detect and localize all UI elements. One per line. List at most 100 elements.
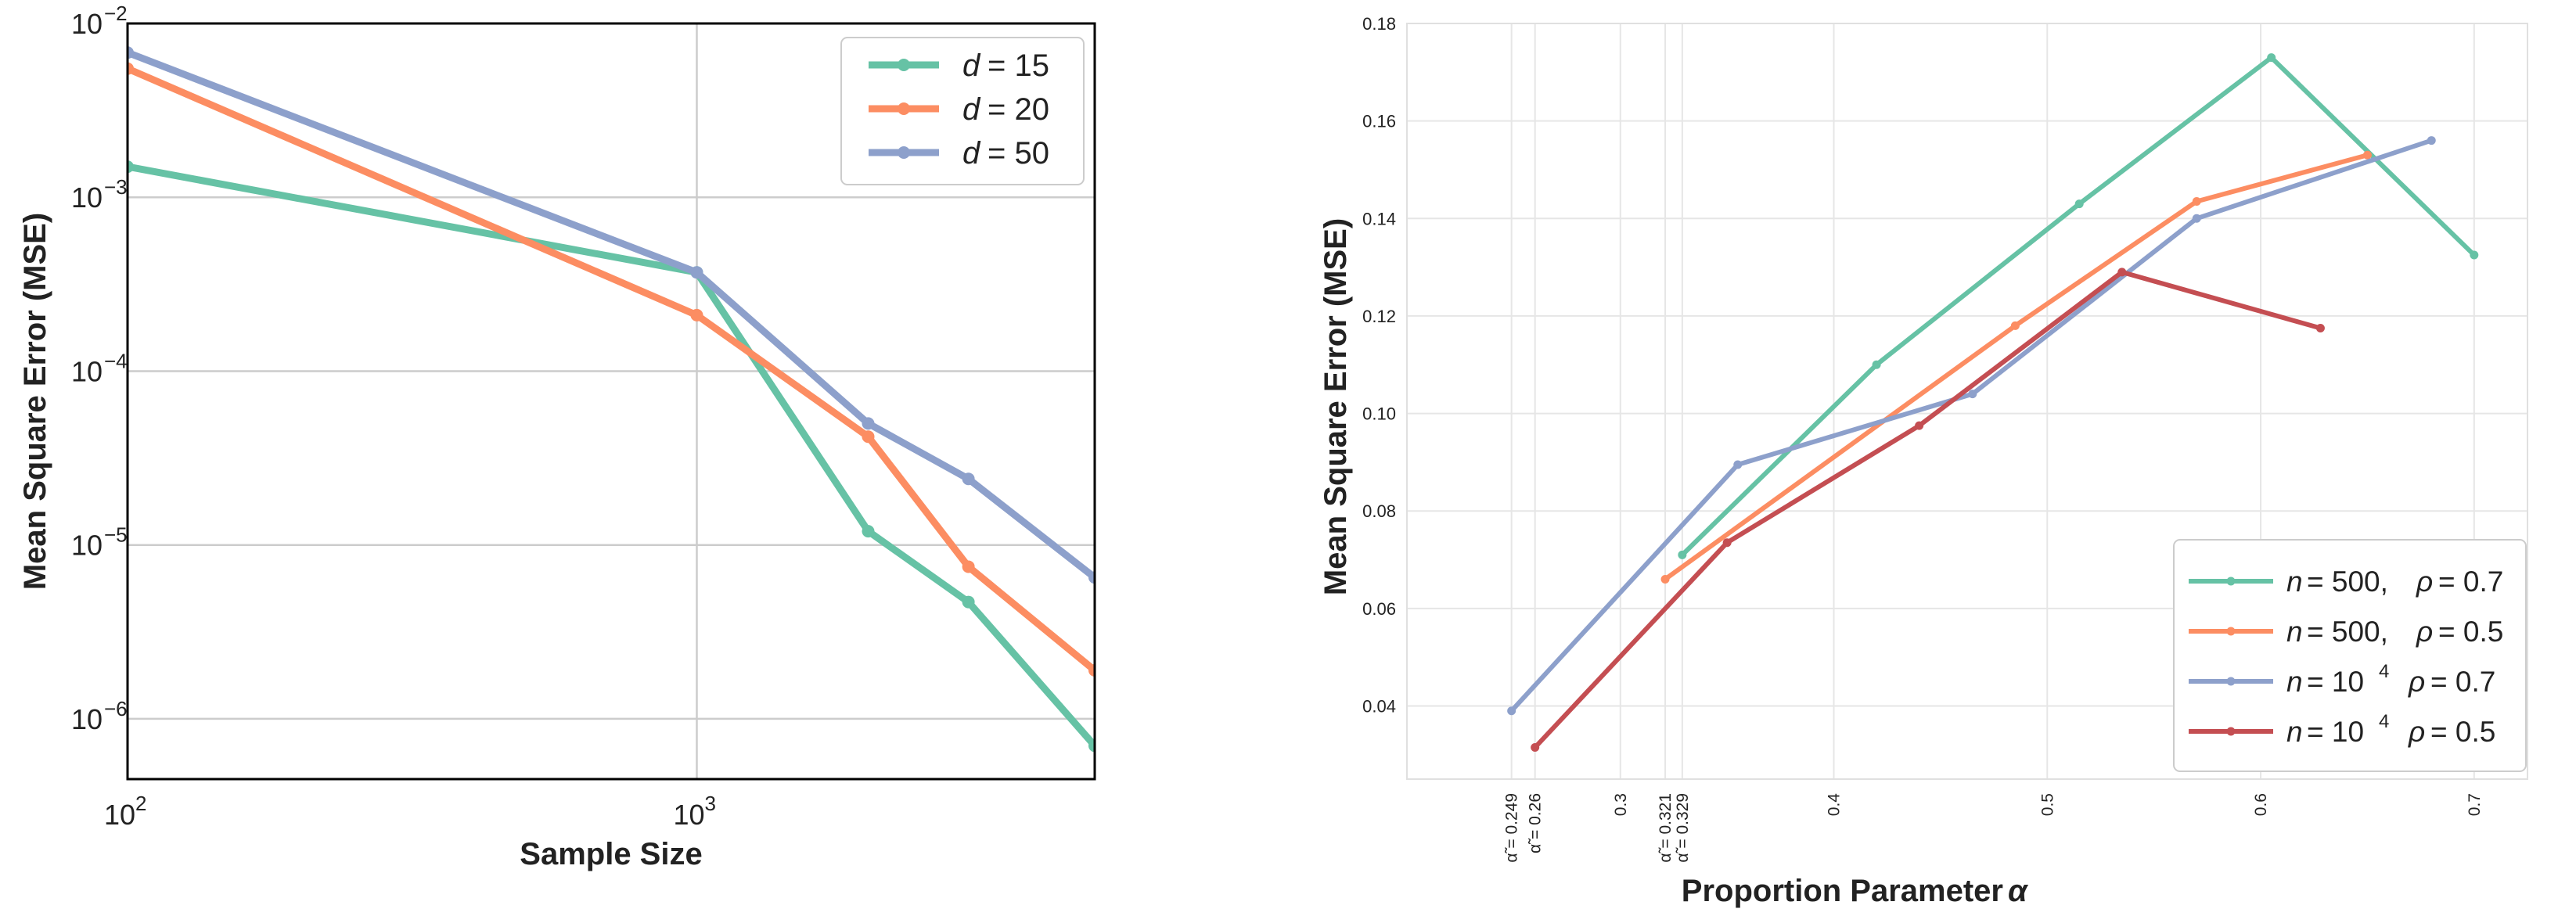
right-legend-box [2173, 539, 2527, 772]
left-y-tick-label: 10 [71, 355, 103, 387]
right-y-tick-label: 0.14 [1362, 209, 1396, 228]
left-data-point [962, 472, 975, 486]
right-legend: n = 500, ρ = 0.7n = 500, ρ = 0.5n = 10 4 ρ = 0.7n =… [2173, 539, 2527, 772]
right-data-point [1915, 421, 1924, 430]
right-y-tick-label: 0.04 [1362, 697, 1396, 717]
right-data-point [2362, 150, 2372, 160]
left-legend: d = 15d = 20d = 50 [840, 37, 1085, 185]
left-x-tick-exponent: 2 [135, 792, 146, 815]
left-y-tick-exponent: −2 [104, 2, 128, 25]
right-x-tick-label: 0.5 [2038, 793, 2056, 816]
right-data-point [1733, 460, 1743, 469]
right-x-axis-label: Proportion Parameter [1682, 874, 2003, 908]
left-data-point [862, 430, 875, 444]
right-legend-n-symbol: n [2286, 666, 2303, 698]
right-legend-rho-symbol: ρ [2408, 716, 2425, 748]
left-legend-var: d [962, 136, 981, 171]
right-legend-n-exponent: 4 [2379, 711, 2389, 732]
right-y-axis-label: Mean Square Error (MSE) [1319, 218, 1353, 595]
right-data-point [2117, 268, 2127, 277]
right-series-group [1660, 150, 2372, 584]
left-legend-value: = 50 [988, 136, 1049, 171]
left-x-tick-exponent: 3 [704, 792, 715, 815]
right-legend-n-exponent: 4 [2379, 661, 2389, 682]
right-legend-n-symbol: n [2286, 566, 2303, 598]
right-data-point [2192, 196, 2201, 206]
left-legend-marker [898, 102, 910, 115]
left-y-tick-exponent: −4 [104, 349, 128, 372]
left-y-tick-exponent: −3 [104, 175, 128, 199]
right-legend-rho-value: = 0.7 [2438, 566, 2503, 598]
right-y-tick-label: 0.18 [1362, 14, 1396, 34]
right-legend-marker [2226, 577, 2236, 586]
left-series-group [128, 46, 1095, 584]
right-legend-rho-symbol: ρ [2416, 566, 2433, 598]
left-y-tick-exponent: −6 [104, 697, 128, 720]
right-data-point [2470, 250, 2479, 260]
right-legend-n-symbol: n [2286, 616, 2303, 648]
right-series-line [1664, 153, 2369, 581]
right-data-point [1722, 538, 1732, 548]
right-data-point [1531, 742, 1540, 752]
right-data-point [1507, 706, 1516, 716]
chart-left: 10 2 10 3 10−610−510−410−310−2 Sample Size … [18, 2, 1096, 871]
right-series-group [1678, 53, 2479, 559]
right-legend-n-value: = 500, [2307, 616, 2388, 648]
left-legend-value: = 20 [988, 92, 1049, 127]
right-legend-marker [2226, 727, 2236, 736]
right-data-point [1968, 390, 1977, 399]
left-legend-marker [898, 59, 910, 71]
right-legend-marker [2226, 627, 2236, 636]
right-legend-marker [2226, 677, 2236, 686]
right-x-tick-label: 0.6 [2252, 793, 2270, 816]
left-data-point [128, 46, 134, 59]
left-data-point [962, 595, 975, 609]
right-legend-n-value: = 10 [2307, 716, 2364, 748]
left-data-point [962, 560, 975, 573]
left-series-line [128, 163, 1095, 749]
left-y-tick-exponent: −5 [104, 523, 128, 547]
right-x-tick-label: 0.7 [2466, 793, 2484, 816]
left-y-tick-label: 10 [71, 703, 103, 735]
left-y-tick-label: 10 [71, 181, 103, 214]
left-data-point [1088, 739, 1095, 753]
left-y-tick-label: 10 [71, 530, 103, 562]
left-x-tick-label: 10 [673, 799, 704, 831]
right-data-point [2074, 199, 2084, 209]
right-x-tick-label: α̃ = 0.26 [1527, 793, 1545, 853]
right-legend-n-value: = 500, [2307, 566, 2388, 598]
left-legend-var: d [962, 92, 981, 127]
right-legend-n-value: = 10 [2307, 666, 2364, 698]
left-plot-frame [126, 22, 1096, 781]
right-legend-rho-symbol: ρ [2416, 616, 2433, 648]
right-legend-rho-value: = 0.5 [2430, 716, 2495, 748]
right-series-group [1507, 136, 2436, 716]
left-data-point [1088, 663, 1095, 677]
left-legend-value: = 15 [988, 48, 1049, 83]
left-data-point [128, 62, 134, 75]
left-y-axis-label: Mean Square Error (MSE) [18, 213, 52, 590]
right-x-axis-symbol: α [2008, 874, 2029, 908]
left-x-axis-label: Sample Size [520, 837, 702, 871]
left-data-point [862, 525, 875, 538]
right-x-tick-label: 0.4 [1826, 793, 1844, 817]
left-data-point [1088, 571, 1095, 584]
left-series-group [128, 62, 1095, 677]
right-y-tick-label: 0.06 [1362, 599, 1396, 619]
left-series-group [128, 160, 1095, 753]
right-x-tick-label: α̃ = 0.321 [1657, 793, 1675, 863]
right-y-tick-label: 0.10 [1362, 404, 1396, 424]
right-data-point [1660, 574, 1670, 584]
right-data-point [2267, 53, 2276, 63]
right-x-tick-label: α̃ = 0.329 [1674, 793, 1692, 863]
right-data-point [2427, 136, 2436, 145]
right-legend-rho-value: = 0.7 [2430, 666, 2495, 698]
right-y-tick-label: 0.16 [1362, 112, 1396, 131]
left-data-point [862, 417, 875, 430]
right-y-tick-label: 0.08 [1362, 501, 1396, 521]
right-y-tick-label: 0.12 [1362, 307, 1396, 326]
left-data-point [690, 308, 703, 321]
right-x-tick-label: 0.3 [1612, 793, 1630, 816]
